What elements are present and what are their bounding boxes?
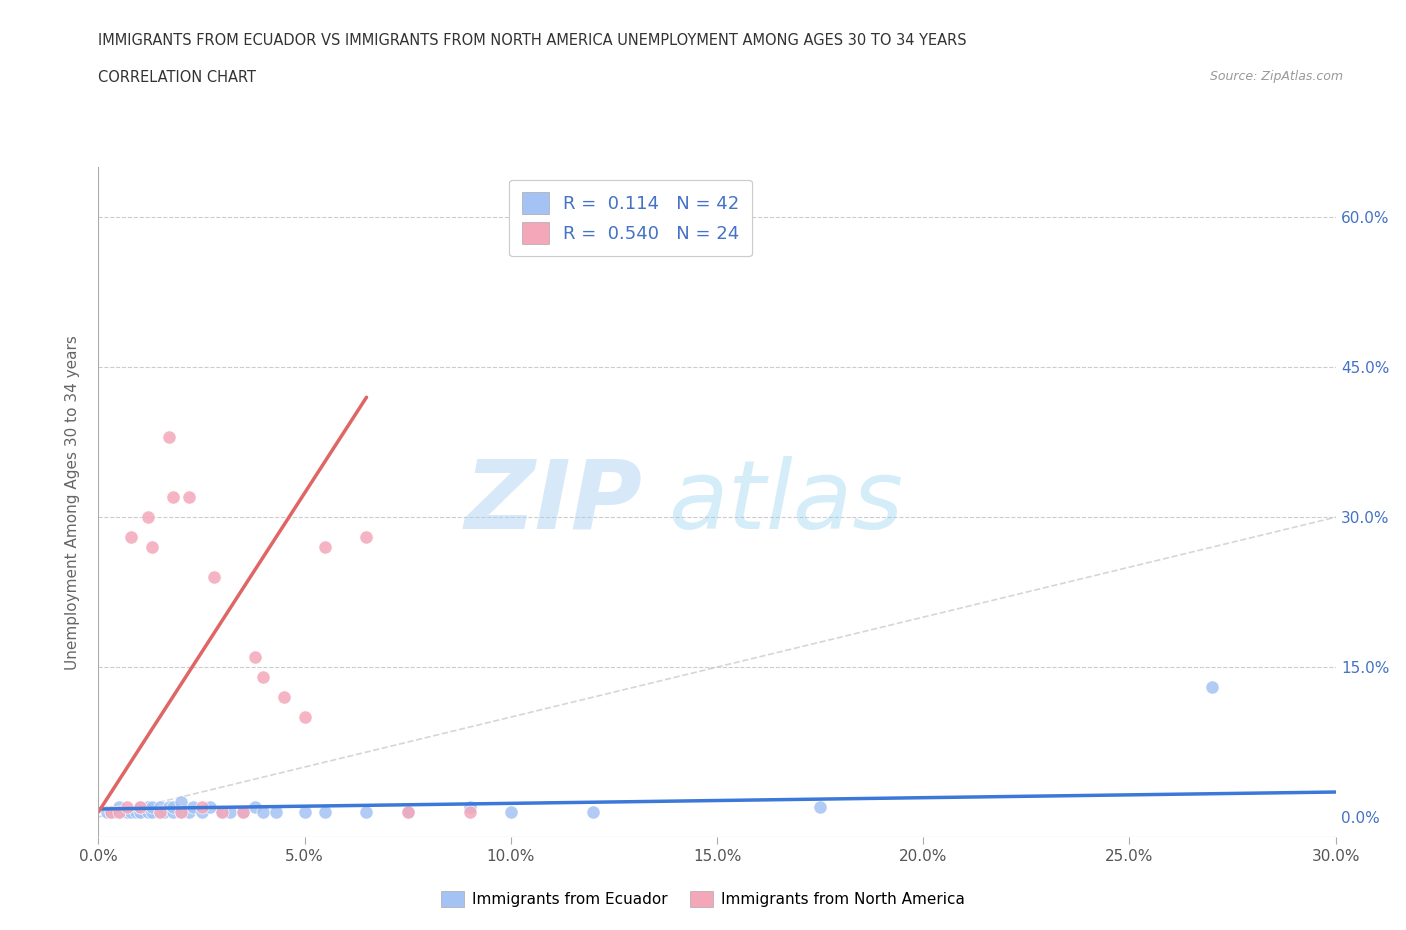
Point bbox=[314, 539, 336, 554]
Point bbox=[149, 804, 172, 819]
Point bbox=[117, 804, 139, 819]
Point bbox=[141, 804, 163, 819]
Point bbox=[108, 804, 131, 819]
Point bbox=[136, 510, 159, 525]
Point bbox=[108, 800, 131, 815]
Point bbox=[128, 800, 150, 815]
Point bbox=[232, 804, 254, 819]
Point bbox=[356, 530, 378, 545]
Point bbox=[396, 804, 419, 819]
Point bbox=[190, 804, 212, 819]
Point bbox=[120, 804, 142, 819]
Point bbox=[128, 804, 150, 819]
Point bbox=[294, 804, 316, 819]
Point bbox=[128, 800, 150, 815]
Point bbox=[124, 804, 146, 819]
Point bbox=[141, 539, 163, 554]
Point bbox=[232, 804, 254, 819]
Point bbox=[136, 800, 159, 815]
Point bbox=[170, 804, 193, 819]
Point bbox=[211, 804, 233, 819]
Point bbox=[170, 804, 193, 819]
Point bbox=[458, 804, 481, 819]
Point bbox=[120, 530, 142, 545]
Point bbox=[181, 800, 204, 815]
Point bbox=[190, 800, 212, 815]
Point bbox=[141, 800, 163, 815]
Point bbox=[157, 430, 180, 445]
Text: IMMIGRANTS FROM ECUADOR VS IMMIGRANTS FROM NORTH AMERICA UNEMPLOYMENT AMONG AGES: IMMIGRANTS FROM ECUADOR VS IMMIGRANTS FR… bbox=[98, 33, 967, 47]
Point bbox=[273, 690, 295, 705]
Y-axis label: Unemployment Among Ages 30 to 34 years: Unemployment Among Ages 30 to 34 years bbox=[65, 335, 80, 670]
Point bbox=[499, 804, 522, 819]
Point bbox=[128, 804, 150, 819]
Point bbox=[243, 800, 266, 815]
Point bbox=[117, 800, 139, 815]
Legend: Immigrants from Ecuador, Immigrants from North America: Immigrants from Ecuador, Immigrants from… bbox=[434, 884, 972, 913]
Point bbox=[179, 804, 201, 819]
Point bbox=[149, 804, 172, 819]
Point bbox=[149, 800, 172, 815]
Point bbox=[100, 804, 122, 819]
Point bbox=[100, 804, 122, 819]
Point bbox=[157, 800, 180, 815]
Point bbox=[396, 804, 419, 819]
Point bbox=[1201, 680, 1223, 695]
Point bbox=[314, 804, 336, 819]
Point bbox=[252, 804, 274, 819]
Legend: R =  0.114   N = 42, R =  0.540   N = 24: R = 0.114 N = 42, R = 0.540 N = 24 bbox=[509, 179, 752, 257]
Point bbox=[108, 804, 131, 819]
Point bbox=[356, 804, 378, 819]
Point bbox=[104, 804, 127, 819]
Point bbox=[252, 670, 274, 684]
Point bbox=[170, 794, 193, 809]
Point bbox=[162, 800, 184, 815]
Point bbox=[243, 650, 266, 665]
Text: ZIP: ZIP bbox=[465, 456, 643, 549]
Point bbox=[198, 800, 221, 815]
Point bbox=[96, 804, 118, 819]
Point bbox=[294, 710, 316, 724]
Point bbox=[153, 804, 176, 819]
Point bbox=[219, 804, 242, 819]
Point bbox=[808, 800, 831, 815]
Point bbox=[202, 570, 225, 585]
Point bbox=[179, 490, 201, 505]
Point bbox=[458, 800, 481, 815]
Point bbox=[582, 804, 605, 819]
Text: Source: ZipAtlas.com: Source: ZipAtlas.com bbox=[1209, 70, 1343, 83]
Point bbox=[136, 804, 159, 819]
Text: CORRELATION CHART: CORRELATION CHART bbox=[98, 70, 256, 85]
Point bbox=[162, 804, 184, 819]
Point bbox=[162, 490, 184, 505]
Text: atlas: atlas bbox=[668, 456, 903, 549]
Point bbox=[264, 804, 287, 819]
Point bbox=[211, 804, 233, 819]
